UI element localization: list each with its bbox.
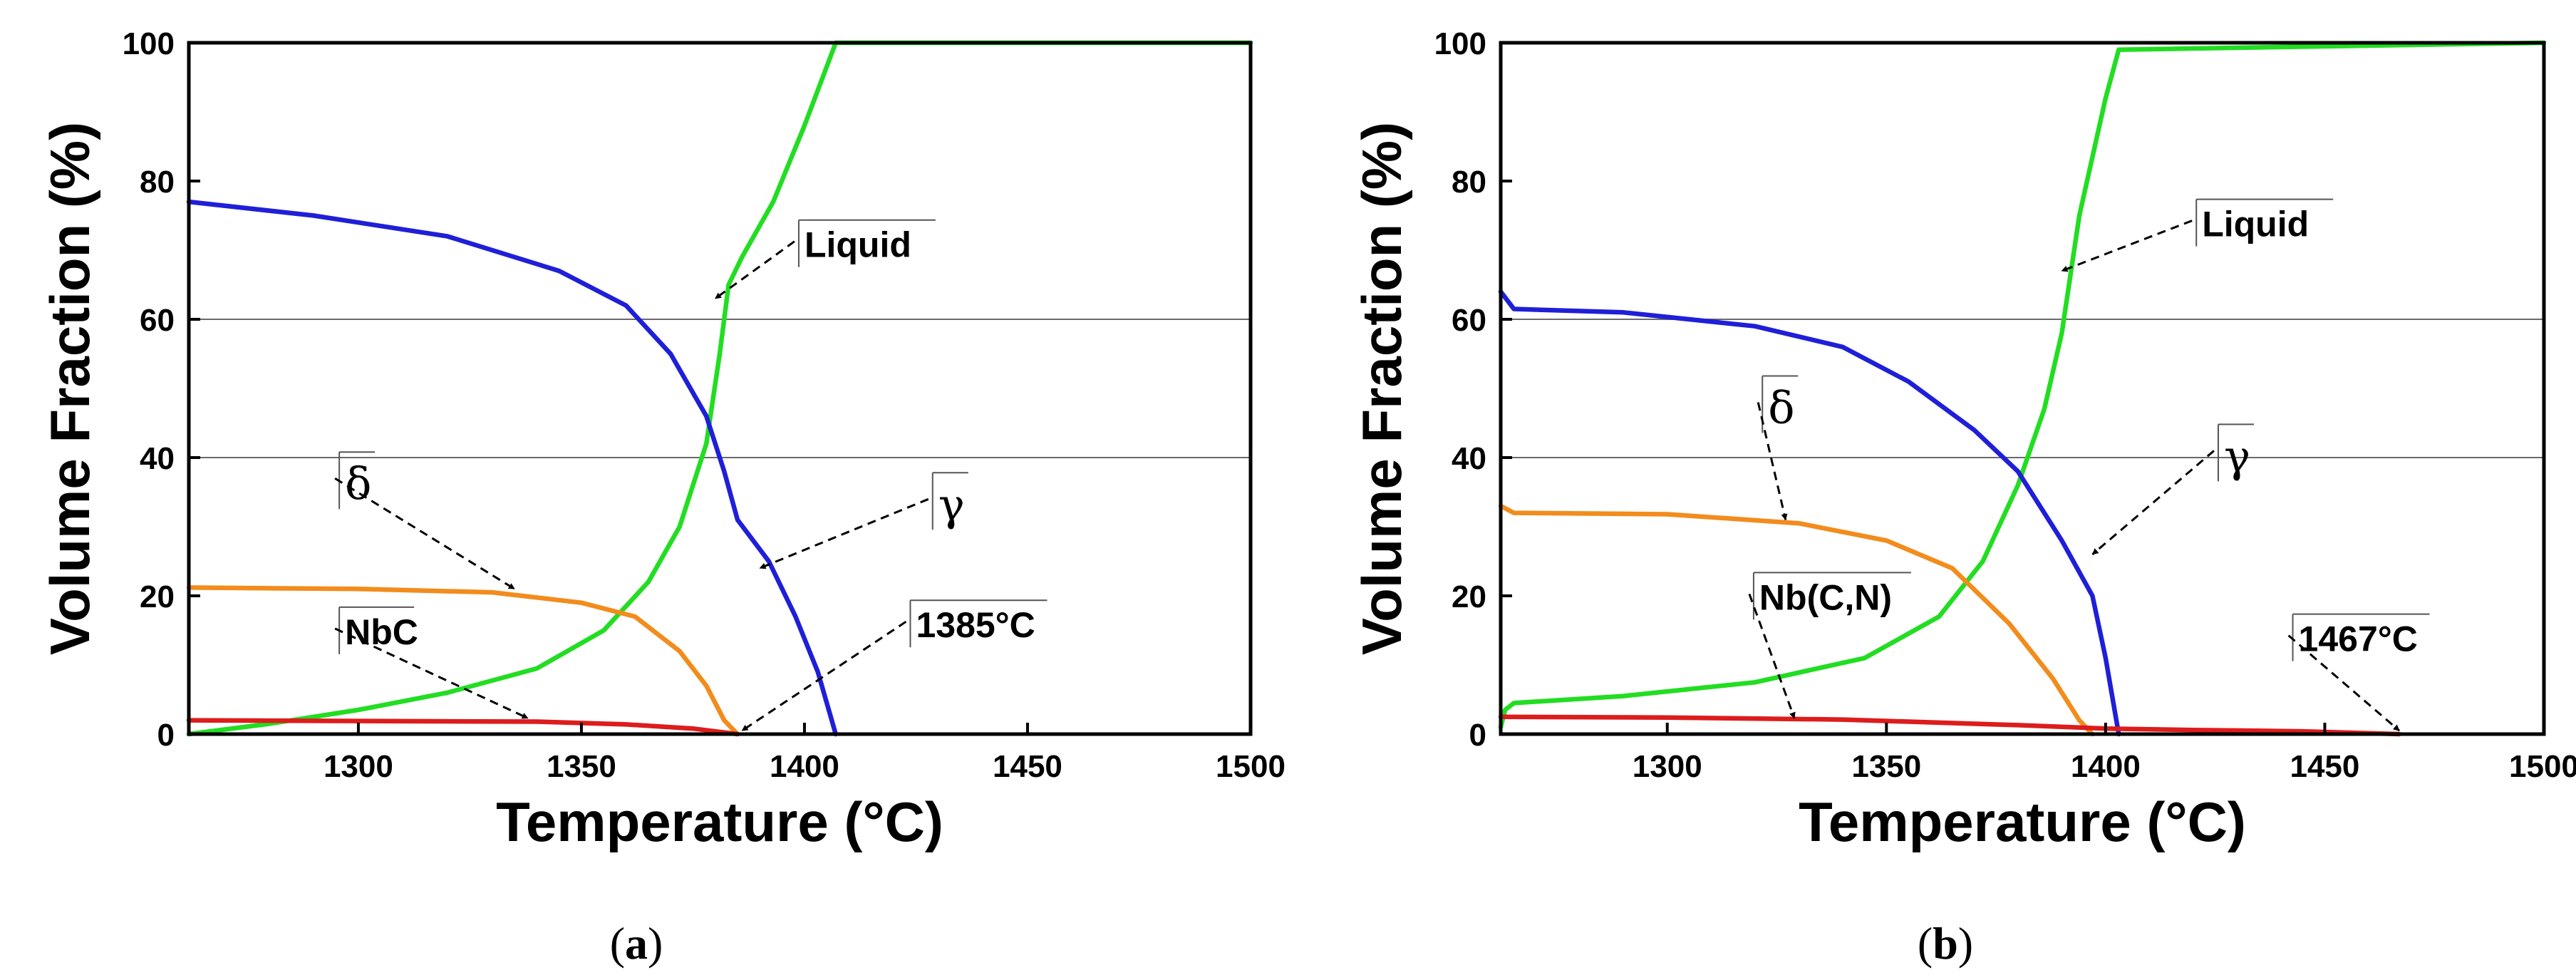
plot-frame <box>187 41 1253 736</box>
annotation-label: γ <box>2224 430 2250 482</box>
panel-label-letter: a <box>625 918 648 969</box>
series-line-1 <box>186 40 1253 737</box>
chart-panel-a: 1300 1350 1400 1450 1500 0 20 40 60 80 100 Temperat… <box>38 26 1286 969</box>
annotation-arrow <box>2091 450 2215 555</box>
annotation-arrow <box>2287 634 2400 732</box>
series-line-2 <box>186 199 839 737</box>
annotation-label: Liquid <box>805 225 911 265</box>
panel-label-open: ( <box>1918 918 1933 969</box>
x-tick-label: 1300 <box>324 749 393 784</box>
x-tick-label: 1350 <box>1851 749 1921 784</box>
y-axis-title: Volume Fraction (%) <box>38 122 101 655</box>
panel-label: (b) <box>1918 918 1973 969</box>
annotation-label: δ <box>1768 382 1794 434</box>
panel-label-open: ( <box>610 918 625 969</box>
y-tick-label: 0 <box>1469 718 1486 753</box>
x-tick-label: 1450 <box>993 749 1062 784</box>
panel-label: (a) <box>610 918 663 969</box>
series-line-3 <box>1498 503 2095 737</box>
x-axis-title: Temperature (°C) <box>496 790 943 853</box>
x-tick-label: 1450 <box>2290 749 2359 784</box>
y-tick-label: 60 <box>1452 303 1486 338</box>
panel-label-close: ) <box>648 918 663 969</box>
annotation-arrow <box>1748 593 1796 719</box>
annotation-arrow <box>741 620 907 732</box>
y-tick-label: 0 <box>157 718 175 753</box>
annotation-arrow <box>2061 220 2193 272</box>
series-line-4 <box>186 718 740 737</box>
series-line-4 <box>1498 714 2402 737</box>
y-tick-label: 80 <box>140 165 175 200</box>
x-tick-label: 1400 <box>2071 749 2141 784</box>
annotation-label: 1385°C <box>916 605 1035 645</box>
annotation-arrow <box>1757 402 1788 521</box>
annotation-label: Nb(C,N) <box>1759 577 1892 617</box>
y-tick-label: 40 <box>1452 441 1486 476</box>
series-line-3 <box>186 585 740 737</box>
x-tick-label: 1500 <box>2509 749 2576 784</box>
annotation-arrow <box>334 477 515 590</box>
x-tick-label: 1500 <box>1216 749 1286 784</box>
plot-frame <box>1499 41 2546 736</box>
series-line-1 <box>1498 40 2547 730</box>
chart-panel-b: 1300 1350 1400 1450 1500 0 20 40 60 80 100 Temperat… <box>1350 26 2576 969</box>
annotation-label: NbC <box>345 612 418 652</box>
x-axis-title: Temperature (°C) <box>1799 790 2246 853</box>
annotation-label: 1467°C <box>2299 619 2418 659</box>
x-tick-label: 1400 <box>770 749 839 784</box>
annotation-arrow <box>714 240 795 300</box>
y-tick-label: 80 <box>1452 165 1486 200</box>
x-tick-label: 1300 <box>1633 749 1702 784</box>
annotation-label: δ <box>345 458 371 510</box>
y-tick-label: 100 <box>123 26 175 61</box>
y-tick-label: 60 <box>140 303 175 338</box>
y-axis-title: Volume Fraction (%) <box>1350 122 1413 655</box>
annotation-arrow <box>759 497 929 569</box>
annotation-arrow <box>334 627 529 720</box>
annotation-label: γ <box>938 478 965 530</box>
y-tick-label: 20 <box>1452 579 1486 614</box>
y-tick-label: 20 <box>140 579 175 614</box>
x-tick-label: 1350 <box>547 749 616 784</box>
panel-label-letter: b <box>1933 918 1958 969</box>
annotation-label: Liquid <box>2202 205 2309 244</box>
y-tick-label: 40 <box>140 441 175 476</box>
series-line-2 <box>1498 289 2121 737</box>
y-tick-label: 100 <box>1434 26 1486 61</box>
panel-label-close: ) <box>1958 918 1973 969</box>
